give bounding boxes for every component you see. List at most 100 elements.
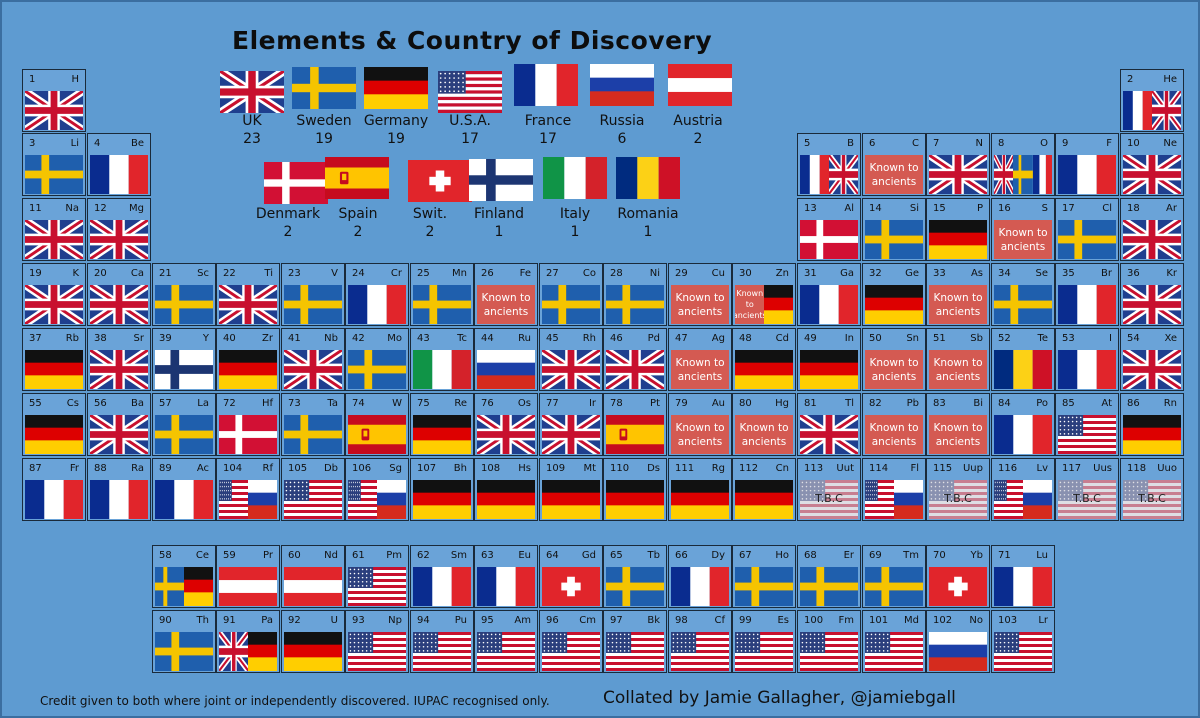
atomic-number: 92: [288, 615, 301, 626]
germany-flag-icon: [764, 285, 793, 324]
element-symbol: Rb: [65, 333, 79, 344]
atomic-number: 52: [998, 333, 1011, 344]
atomic-number: 73: [288, 398, 301, 409]
germany-flag-icon: [184, 567, 213, 606]
element-cell-te: 52 Te: [991, 328, 1055, 391]
finland-flag-icon: [469, 159, 533, 201]
russia-flag-icon: [929, 632, 987, 671]
atomic-number: 99: [739, 615, 752, 626]
element-cell-si: 14 Si: [862, 198, 926, 261]
legend-country-count: 2: [425, 224, 435, 240]
element-cell-tb: 65 Tb: [603, 545, 667, 608]
element-symbol: Zn: [775, 268, 789, 279]
element-header: 115 Uup: [927, 459, 989, 479]
atomic-number: 82: [869, 398, 882, 409]
france-flag-icon: [155, 480, 213, 519]
atomic-number: 10: [1127, 138, 1140, 149]
sweden-flag-icon: [865, 567, 923, 606]
element-cell-ag: 47 Ag Known to ancients: [668, 328, 732, 391]
element-cell-uuo: 118 Uuo T.B.C: [1120, 458, 1184, 521]
element-cell-na: 11 Na: [22, 198, 86, 261]
atomic-number: 74: [352, 398, 365, 409]
atomic-number: 29: [675, 268, 688, 279]
france-flag-icon: [477, 567, 535, 606]
usa-flag-icon: [735, 632, 793, 671]
element-symbol: Si: [909, 203, 919, 214]
element-cell-tc: 43 Tc: [410, 328, 474, 391]
finland-flag-icon: [155, 350, 213, 389]
element-header: 89 Ac: [153, 459, 215, 479]
element-header: 103 Lr: [992, 611, 1054, 631]
usa-flag-icon: [542, 632, 600, 671]
element-header: 28 Ni: [604, 264, 666, 284]
uk-flag-icon: [1123, 350, 1181, 389]
atomic-number: 38: [94, 333, 107, 344]
uk-flag-icon: [284, 350, 342, 389]
tbc-label: T.B.C: [815, 492, 843, 505]
element-header: 83 Bi: [927, 394, 989, 414]
element-symbol: Eu: [518, 550, 531, 561]
atomic-number: 78: [610, 398, 623, 409]
element-cell-er: 68 Er: [797, 545, 861, 608]
atomic-number: 43: [417, 333, 430, 344]
element-header: 54 Xe: [1121, 329, 1183, 349]
element-symbol: Zr: [262, 333, 273, 344]
element-header: 107 Bh: [411, 459, 473, 479]
atomic-number: 18: [1127, 203, 1140, 214]
germany-flag-icon: [735, 350, 793, 389]
element-header: 20 Ca: [88, 264, 150, 284]
element-cell-np: 93 Np: [345, 610, 409, 673]
known-to-ancients-label: Known to ancients: [865, 155, 923, 194]
element-cell-in: 49 In: [797, 328, 861, 391]
usa-flag-icon: [284, 480, 342, 519]
atomic-number: 56: [94, 398, 107, 409]
sweden-flag-icon: [606, 285, 664, 324]
atomic-number: 55: [29, 398, 42, 409]
element-symbol: Ho: [775, 550, 789, 561]
element-header: 66 Dy: [669, 546, 731, 566]
uk-flag-icon: [542, 415, 600, 454]
element-symbol: Al: [844, 203, 854, 214]
legend-country-name: Italy: [559, 206, 591, 222]
atomic-number: 102: [933, 615, 953, 626]
element-header: 12 Mg: [88, 199, 150, 219]
atomic-number: 94: [417, 615, 430, 626]
element-header: 18 Ar: [1121, 199, 1183, 219]
element-cell-ar: 18 Ar: [1120, 198, 1184, 261]
element-symbol: Cm: [579, 615, 596, 626]
element-cell-pt: 78 Pt: [603, 393, 667, 456]
element-symbol: Se: [1035, 268, 1049, 279]
element-cell-mt: 109 Mt: [539, 458, 603, 521]
element-header: 25 Mn: [411, 264, 473, 284]
element-header: 27 Co: [540, 264, 602, 284]
switzerland-flag-icon: [408, 160, 472, 202]
element-header: 2 He: [1121, 70, 1183, 90]
element-symbol: Ru: [518, 333, 531, 344]
element-header: 109 Mt: [540, 459, 602, 479]
element-symbol: Ir: [588, 398, 596, 409]
element-cell-ac: 89 Ac: [152, 458, 216, 521]
switzerland-flag-icon: [542, 567, 600, 606]
element-header: 47 Ag: [669, 329, 731, 349]
element-header: 61 Pm: [346, 546, 408, 566]
usa-flag-icon: [671, 632, 729, 671]
element-header: 93 Np: [346, 611, 408, 631]
element-header: 71 Lu: [992, 546, 1054, 566]
atomic-number: 39: [159, 333, 172, 344]
atomic-number: 19: [29, 268, 42, 279]
element-cell-as: 33 As Known to ancients: [926, 263, 990, 326]
atomic-number: 12: [94, 203, 107, 214]
element-symbol: Sm: [450, 550, 467, 561]
legend-country-count: 23: [243, 131, 261, 147]
element-header: 31 Ga: [798, 264, 860, 284]
element-cell-ru: 44 Ru: [474, 328, 538, 391]
usa-flag-icon: [348, 632, 406, 671]
element-cell-sm: 62 Sm: [410, 545, 474, 608]
element-symbol: U: [330, 615, 338, 626]
element-cell-ti: 22 Ti: [216, 263, 280, 326]
element-symbol: Na: [65, 203, 79, 214]
atomic-number: 33: [933, 268, 946, 279]
element-header: 118 Uuo: [1121, 459, 1183, 479]
